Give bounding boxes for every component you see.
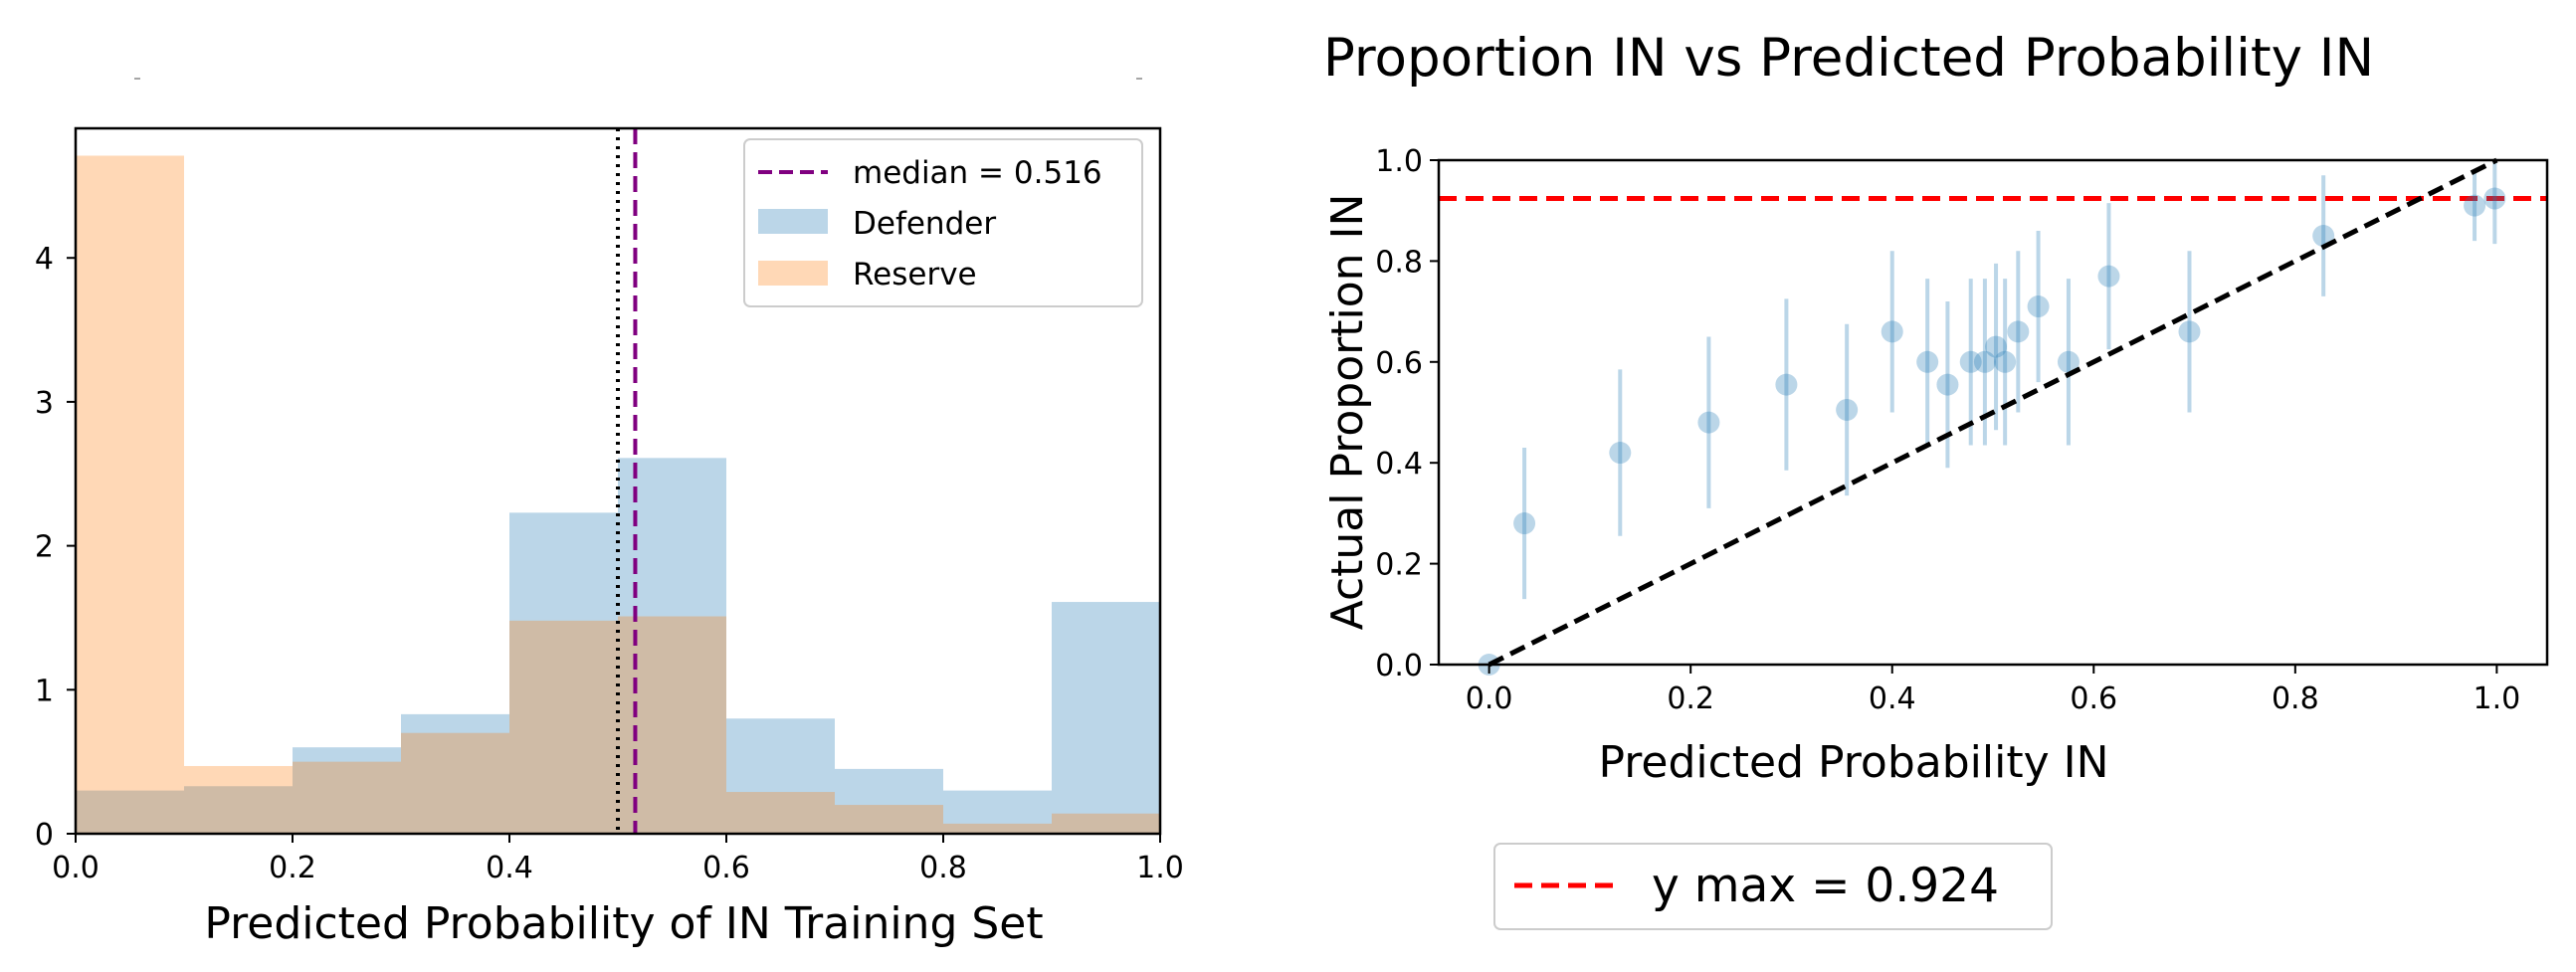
scatter-x-tick-label: 0.0 — [1466, 681, 1513, 716]
hist-y-tick-label: 2 — [35, 530, 54, 565]
hist-bar-reserve — [184, 765, 293, 834]
scatter-x-ticks: 0.0 0.2 0.4 0.6 0.8 1.0 — [1466, 665, 2520, 716]
scatter-point — [1836, 398, 1859, 421]
scatter-point — [1697, 411, 1720, 434]
hist-bars — [76, 155, 1160, 835]
hist-axes-frame — [74, 126, 1162, 836]
scatter-y-axis-label: Actual Proportion IN — [1322, 194, 1373, 631]
hist-bar-reserve — [509, 620, 618, 834]
scatter-axes-frame — [1437, 158, 2549, 667]
scatter-y-tick-label: 1.0 — [1375, 144, 1423, 179]
scatter-y-tick-label: 0.0 — [1375, 649, 1423, 683]
hist-bar-reserve — [76, 155, 184, 835]
scatter-point — [2027, 295, 2050, 318]
hist-x-tick-label: 0.4 — [486, 851, 533, 885]
scatter-point — [1985, 335, 2008, 358]
scatter-reference-line — [1487, 157, 2498, 668]
scatter-y-ticks: 0.0 0.2 0.4 0.6 0.8 1.0 — [1375, 144, 1439, 683]
hist-y-tick-label: 3 — [35, 386, 54, 421]
hist-bar-reserve — [943, 823, 1052, 834]
hist-bar-defender — [76, 790, 184, 834]
hist-x-tick-label: 0.6 — [702, 851, 750, 885]
scatter-x-tick-label: 0.8 — [2272, 681, 2319, 716]
scatter-point — [2007, 320, 2030, 343]
scatter-point — [1775, 373, 1798, 396]
scatter-point — [1916, 350, 1939, 373]
hist-x-ticks: 0.0 0.2 0.4 0.6 0.8 1.0 — [52, 834, 1184, 885]
scatter-errorbars — [1522, 160, 2497, 600]
hist-x-tick-label: 0.2 — [269, 851, 316, 885]
scatter-point — [1936, 373, 1959, 396]
hist-x-axis-label: Predicted Probability of IN Training Set — [204, 898, 1043, 949]
hist-bar-defender — [184, 786, 293, 834]
hist-vlines — [616, 128, 638, 834]
hist-y-tick-label: 4 — [35, 242, 54, 277]
scatter-legend-box — [1493, 843, 2053, 930]
scatter-point — [2057, 350, 2080, 373]
hist-legend[interactable]: median = 0.516 Defender Reserve — [743, 138, 1143, 307]
hist-bar-defender — [943, 790, 1052, 834]
scatter-points — [1478, 187, 2506, 676]
scatter-point — [2178, 320, 2201, 343]
hist-bar-defender — [835, 768, 943, 834]
scatter-x-tick-label: 0.2 — [1667, 681, 1714, 716]
scatter-x-tick-label: 1.0 — [2474, 681, 2521, 716]
hist-bar-defender — [726, 718, 835, 834]
legend-reserve-swatch — [758, 261, 828, 286]
hist-bar-reserve — [835, 805, 943, 834]
scatter-title: Proportion IN vs Predicted Probability I… — [1323, 28, 2374, 89]
scatter-y-tick-label: 0.6 — [1375, 346, 1423, 381]
scatter-legend[interactable]: y max = 0.924 — [1493, 843, 2053, 930]
legend-reserve-label: Reserve — [853, 257, 977, 292]
scatter-point — [1994, 350, 2017, 373]
hist-x-tick-label: 0.8 — [919, 851, 967, 885]
scatter-point — [1881, 320, 1903, 343]
hist-y-tick-label: 0 — [35, 818, 54, 853]
hist-bar-defender — [1052, 602, 1160, 834]
legend-median-label: median = 0.516 — [853, 155, 1102, 191]
scatter-x-tick-label: 0.6 — [2070, 681, 2117, 716]
hist-bar-reserve — [1052, 813, 1160, 834]
hist-legend-box — [743, 138, 1143, 307]
hist-bar-reserve — [293, 761, 401, 834]
hist-bar-defender — [293, 747, 401, 834]
scatter-x-tick-label: 0.4 — [1869, 681, 1916, 716]
legend-defender-label: Defender — [853, 206, 996, 242]
scatter-y-tick-label: 0.2 — [1375, 548, 1423, 583]
hist-bar-reserve — [726, 792, 835, 834]
scatter-point — [2464, 194, 2486, 217]
hist-bar-defender — [509, 512, 618, 834]
legend-defender-swatch — [758, 209, 828, 234]
scatter-y-tick-label: 0.4 — [1375, 447, 1423, 482]
scatter-point — [2312, 225, 2335, 248]
scatter-x-axis-label: Predicted Probability IN — [1598, 737, 2108, 788]
legend-ymax-label: y max = 0.924 — [1652, 859, 1999, 913]
scatter-point — [1513, 512, 1536, 535]
hist-y-tick-label: 1 — [35, 674, 54, 708]
scatter-panel: Proportion IN vs Predicted Probability I… — [1322, 28, 2549, 930]
scatter-point — [2483, 187, 2506, 210]
hist-x-tick-label: 0.0 — [52, 851, 99, 885]
histogram-panel: 0.0 0.2 0.4 0.6 0.8 1.0 0 1 2 3 4 Predicted Proba… — [35, 78, 1184, 949]
scatter-diagonal-line — [1487, 157, 2498, 668]
scatter-point — [1959, 350, 1982, 373]
scatter-point — [1609, 442, 1632, 465]
hist-bar-defender — [401, 713, 509, 834]
hist-bar-reserve — [401, 732, 509, 834]
scatter-point — [1973, 350, 1996, 373]
hist-x-tick-label: 1.0 — [1136, 851, 1184, 885]
scatter-y-tick-label: 0.8 — [1375, 245, 1423, 280]
scatter-point — [2097, 265, 2120, 288]
hist-y-ticks: 0 1 2 3 4 — [35, 242, 76, 853]
